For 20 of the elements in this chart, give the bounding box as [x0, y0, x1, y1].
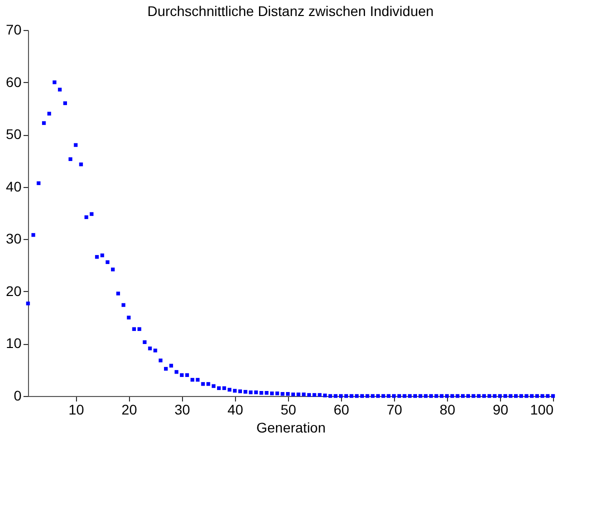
x-tick-label: 100	[530, 402, 554, 418]
y-tick-label: 70	[6, 22, 22, 38]
x-tick-label: 30	[174, 402, 190, 418]
y-tick-label: 60	[6, 74, 22, 90]
x-tick-label: 40	[228, 402, 244, 418]
x-axis-title: Generation	[256, 420, 326, 436]
x-tick-label: 10	[68, 402, 84, 418]
x-tick-label: 80	[440, 402, 456, 418]
x-tick-label: 90	[492, 402, 508, 418]
x-tick-label: 60	[334, 402, 350, 418]
chart-title: Durchschnittliche Distanz zwischen Individuen	[147, 3, 434, 19]
x-tick-label: 50	[280, 402, 296, 418]
x-tick-label: 20	[121, 402, 138, 418]
y-tick-label: 30	[6, 230, 22, 247]
y-tick-label: 0	[14, 388, 22, 404]
x-tick-label: 70	[386, 402, 402, 418]
y-tick-label: 40	[6, 178, 22, 194]
y-tick-label: 10	[6, 335, 22, 352]
y-tick-label: 50	[6, 126, 22, 142]
y-tick-label: 20	[6, 282, 22, 299]
